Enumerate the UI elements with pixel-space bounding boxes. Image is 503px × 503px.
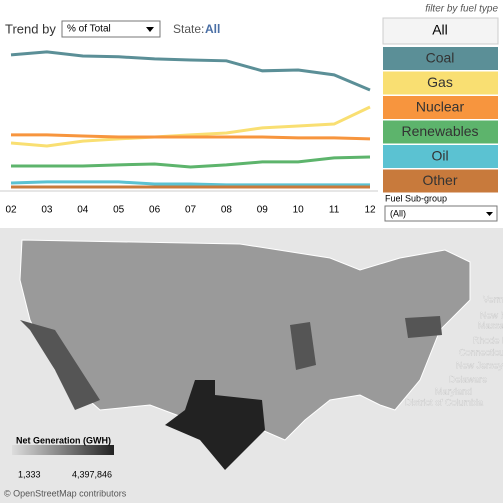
map-credit: © OpenStreetMap contributors [4, 488, 127, 498]
state-label: State: [173, 22, 204, 36]
filter-button[interactable] [383, 47, 498, 70]
map-label: Maryland [435, 386, 472, 396]
filter-button[interactable] [383, 145, 498, 168]
x-tick-label: 09 [257, 205, 269, 216]
state-value: All [205, 22, 220, 36]
filter-label: Renewables [401, 123, 478, 139]
map-label: Connecticut [459, 347, 503, 357]
series-line [10, 105, 371, 148]
legend-min: 1,333 [18, 469, 41, 479]
x-tick-label: 05 [113, 205, 125, 216]
series-line [11, 155, 371, 169]
filter-label: Gas [427, 74, 453, 90]
filter-all-label: All [432, 22, 448, 38]
texas [165, 380, 265, 470]
filter-button[interactable] [383, 71, 498, 95]
trend-dropdown[interactable] [61, 20, 161, 38]
filter-all[interactable] [382, 17, 499, 45]
map-label: Massachus [478, 320, 503, 330]
subgroup-dropdown[interactable] [384, 205, 498, 222]
map-label: District of Columbia [405, 397, 483, 407]
x-tick-label: 03 [41, 205, 53, 216]
filter-label: Other [422, 172, 457, 188]
legend-ramp [12, 445, 114, 455]
x-tick-label: 02 [5, 205, 17, 216]
x-tick-label: 07 [185, 205, 197, 216]
map-label: Rhode Island [473, 335, 503, 345]
illinois [290, 322, 316, 370]
filter-button[interactable] [383, 120, 498, 144]
series-line [10, 180, 370, 187]
map-label: Delaware [449, 374, 487, 384]
trend-value: % of Total [67, 24, 111, 35]
x-tick-label: 11 [329, 205, 340, 216]
x-tick-label: 06 [149, 205, 161, 216]
us-map [19, 239, 471, 441]
x-tick-label: 12 [364, 205, 376, 216]
filter-button[interactable] [383, 96, 498, 119]
california [20, 320, 100, 410]
filter-label: Nuclear [416, 99, 465, 115]
dropdown-arrow [486, 212, 493, 216]
series-line [10, 50, 371, 92]
dropdown-arrow [146, 27, 154, 32]
legend-max: 4,397,846 [72, 469, 112, 479]
x-tick-label: 10 [293, 205, 305, 216]
filter-label: Oil [431, 148, 448, 164]
filter-label: Coal [426, 50, 455, 66]
hint: filter by fuel type [425, 4, 498, 15]
map-label: New Hamp [480, 310, 503, 320]
pennsylvania [405, 316, 442, 338]
x-tick-label: 04 [77, 205, 89, 216]
map-label: Vermont [483, 294, 503, 304]
filter-button[interactable] [383, 169, 498, 193]
series-line [11, 133, 371, 141]
legend-title: Net Generation (GWH) [16, 435, 111, 445]
map-label: New Jersey [456, 360, 503, 370]
subgroup-label: Fuel Sub-group [385, 193, 447, 203]
subgroup-value: (All) [390, 208, 406, 218]
x-tick-label: 08 [221, 205, 233, 216]
trend-label: Trend by [5, 21, 56, 36]
